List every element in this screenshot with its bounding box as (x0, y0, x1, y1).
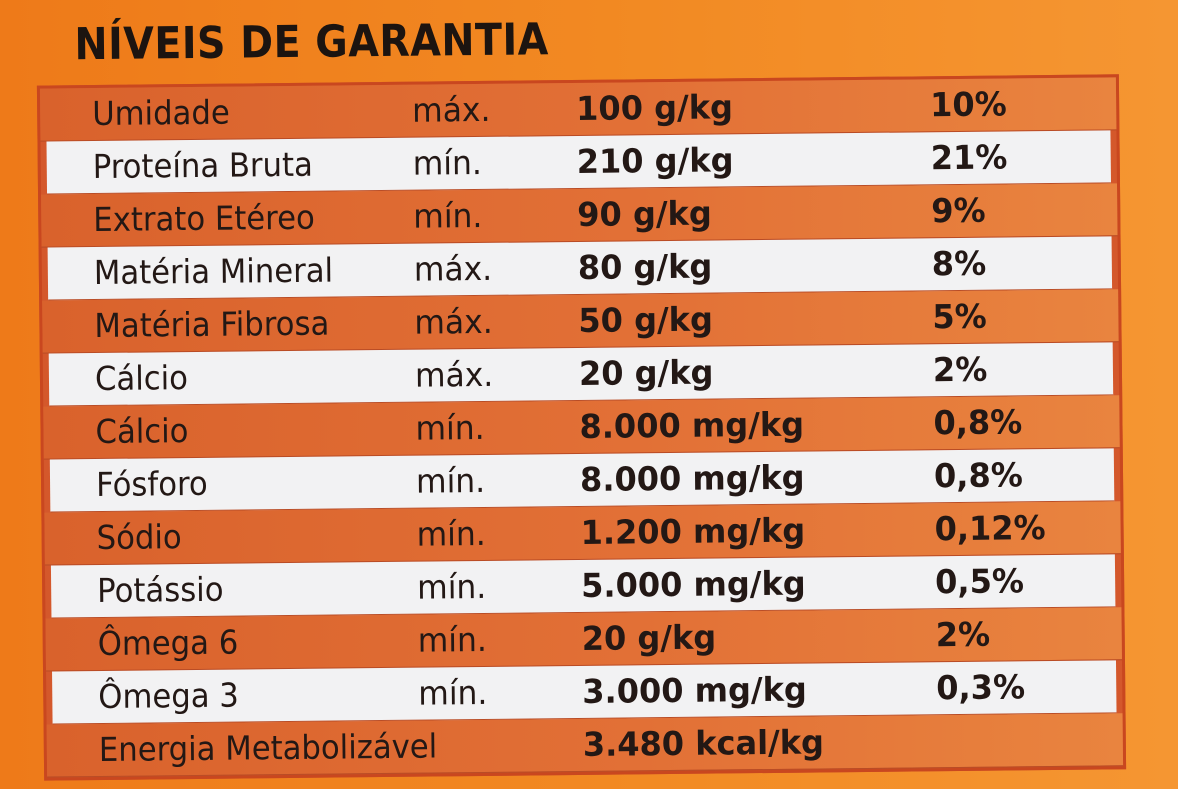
amount-value: 3.000 mg/kg (582, 669, 808, 711)
nutrient-name: Matéria Fibrosa (94, 303, 330, 346)
nutrient-name: Extrato Etéreo (93, 197, 315, 240)
nutrient-name: Fósforo (95, 463, 208, 505)
amount-value: 80 g/kg (577, 246, 713, 287)
amount-value: 1.200 mg/kg (580, 510, 806, 552)
nutrient-name: Matéria Mineral (93, 250, 334, 293)
limit-type: máx. (414, 301, 493, 342)
amount-value: 8.000 mg/kg (579, 404, 805, 446)
nutrient-name: Sódio (96, 517, 182, 558)
limit-type: mín. (417, 619, 488, 660)
amount-value: 210 g/kg (576, 140, 734, 181)
limit-type: mín. (413, 195, 483, 236)
percent-value: 8% (931, 243, 987, 284)
percent-value: 2% (932, 349, 988, 390)
amount-value: 5.000 mg/kg (580, 563, 806, 605)
amount-value: 90 g/kg (577, 193, 712, 234)
percent-value: 2% (935, 614, 991, 655)
nutrient-name: Ômega 3 (98, 675, 239, 717)
limit-type: máx. (414, 354, 494, 395)
label-title: NÍVEIS DE GARANTIA (74, 14, 549, 71)
amount-value: 20 g/kg (581, 617, 717, 658)
limit-type: mín. (418, 672, 488, 713)
percent-value: 0,8% (933, 402, 1023, 443)
nutrient-name: Proteína Bruta (92, 144, 314, 187)
percent-value: 9% (931, 190, 986, 231)
guarantee-table: Umidade máx. 100 g/kg 10% Proteína Bruta… (36, 74, 1127, 781)
limit-type: máx. (411, 89, 491, 130)
percent-value: 5% (932, 296, 987, 337)
nutrient-name: Energia Metabolizável (98, 726, 438, 770)
limit-type: mín. (416, 513, 486, 554)
amount-value: 8.000 mg/kg (579, 457, 805, 499)
amount-value: 50 g/kg (578, 299, 714, 340)
percent-value: 0,5% (934, 561, 1025, 602)
limit-type: mín. (415, 407, 485, 448)
percent-value: 0,3% (936, 667, 1026, 708)
nutrient-name: Cálcio (95, 411, 189, 452)
amount-value: 100 g/kg (575, 87, 734, 128)
limit-type: mín. (415, 460, 486, 501)
table-row: Energia Metabolizável 3.480 kcal/kg (46, 713, 1124, 778)
nutrient-name: Umidade (91, 92, 230, 134)
percent-value: 0,12% (934, 508, 1046, 549)
limit-type: mín. (416, 566, 487, 607)
nutrient-name: Cálcio (94, 358, 189, 399)
limit-type: mín. (412, 142, 483, 183)
percent-value: 21% (930, 137, 1008, 178)
percent-value: 10% (929, 84, 1007, 125)
amount-value: 3.480 kcal/kg (582, 722, 825, 764)
nutrient-name: Potássio (96, 569, 224, 611)
amount-value: 20 g/kg (578, 352, 714, 393)
nutrient-name: Ômega 6 (97, 622, 239, 664)
limit-type: máx. (413, 248, 493, 289)
percent-value: 0,8% (933, 455, 1024, 496)
